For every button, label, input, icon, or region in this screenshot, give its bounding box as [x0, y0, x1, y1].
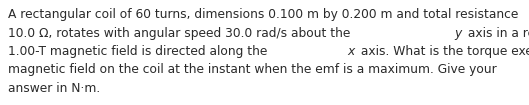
Text: x: x: [348, 45, 355, 58]
Text: 1.00-T magnetic field is directed along the: 1.00-T magnetic field is directed along …: [8, 45, 271, 58]
Text: A rectangular coil of 60 turns, dimensions 0.100 m by 0.200 m and total resistan: A rectangular coil of 60 turns, dimensio…: [8, 8, 518, 21]
Text: answer in N·m.: answer in N·m.: [8, 82, 101, 95]
Text: axis in a region where a: axis in a region where a: [464, 26, 529, 39]
Text: axis. What is the torque exerted by the: axis. What is the torque exerted by the: [357, 45, 529, 58]
Text: y: y: [455, 26, 462, 39]
Text: 10.0 Ω, rotates with angular speed 30.0 rad/s about the: 10.0 Ω, rotates with angular speed 30.0 …: [8, 26, 354, 39]
Text: magnetic field on the coil at the instant when the emf is a maximum. Give your: magnetic field on the coil at the instan…: [8, 64, 497, 77]
